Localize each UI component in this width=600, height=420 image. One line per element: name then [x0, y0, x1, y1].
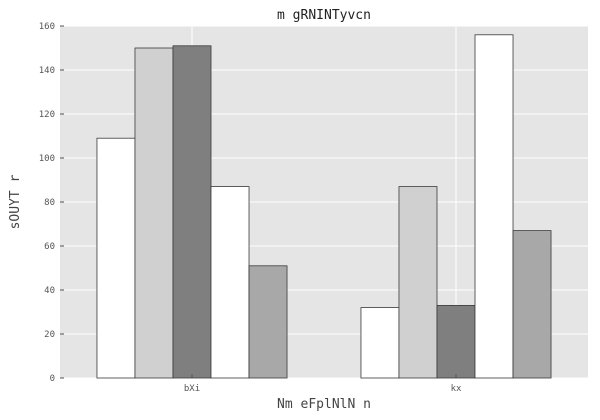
bar — [248, 265, 288, 379]
bars — [96, 34, 552, 379]
x-tick-label: kx — [451, 384, 462, 394]
bar — [360, 307, 400, 379]
y-tick-label: 60 — [44, 242, 55, 252]
y-tick-label: 40 — [44, 286, 55, 296]
y-tick-label: 100 — [39, 154, 55, 164]
bar — [436, 304, 476, 379]
chart-title: m gRNINTyvcn — [277, 8, 371, 23]
x-tick-label: bXi — [184, 384, 200, 394]
x-axis-ticks: bXi kx — [184, 374, 462, 394]
x-axis-label: Nm eFplNlN n — [277, 397, 371, 412]
y-tick-label: 120 — [39, 110, 55, 120]
bar — [210, 186, 250, 379]
y-tick-label: 140 — [39, 66, 55, 76]
bar — [474, 34, 514, 379]
y-tick-label: 80 — [44, 198, 55, 208]
bar — [512, 230, 552, 379]
bar — [96, 137, 136, 379]
bar — [134, 47, 174, 379]
y-tick-label: 20 — [44, 330, 55, 340]
bar — [172, 45, 212, 379]
y-axis-ticks: 0 20 40 60 80 100 120 140 160 — [39, 22, 64, 384]
y-tick-label: 0 — [50, 374, 55, 384]
bar — [398, 186, 438, 379]
y-axis-label: sOUYT r — [8, 174, 23, 229]
y-tick-label: 160 — [39, 22, 55, 32]
